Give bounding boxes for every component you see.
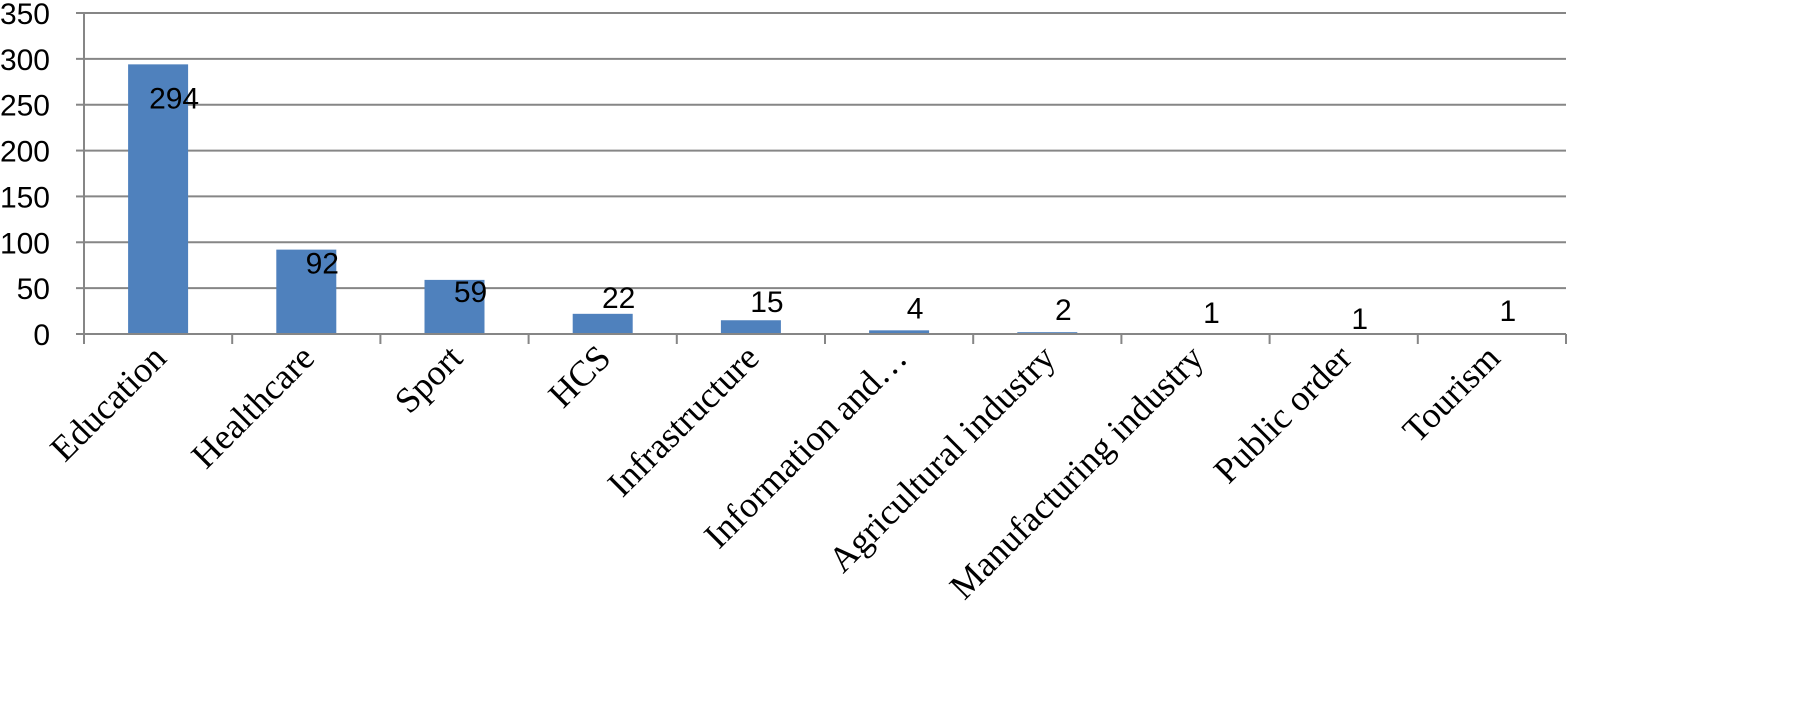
x-tick-label: Tourism [1395, 337, 1508, 450]
y-tick-label: 350 [0, 0, 50, 31]
bars [128, 64, 1522, 335]
y-tick-label: 200 [0, 136, 50, 169]
y-tick-label: 100 [0, 227, 50, 260]
y-tick-label: 150 [0, 181, 50, 214]
x-tick-label: Public order [1206, 337, 1359, 490]
data-label: 1 [1203, 297, 1220, 330]
bar-information-and [869, 330, 930, 334]
data-label: 22 [602, 282, 635, 315]
bar-hcs [572, 313, 633, 334]
bar-healthcare [276, 249, 337, 334]
x-tick-label: Education [42, 337, 173, 468]
y-tick-label: 300 [0, 44, 50, 77]
x-tick-label: Healthcare [183, 337, 322, 476]
axes [76, 12, 1567, 344]
y-tick-label: 0 [33, 319, 50, 352]
data-label: 1 [1500, 295, 1517, 328]
y-tick-label: 250 [0, 90, 50, 123]
x-tick-label: Manufacturing industry [942, 337, 1211, 606]
data-label: 294 [149, 82, 199, 115]
data-label: 1 [1351, 303, 1368, 336]
data-label: 92 [306, 248, 339, 281]
bar-education [128, 64, 189, 335]
x-tick-label: HCS [541, 337, 619, 415]
x-tick-label: Infrastructure [600, 337, 767, 504]
y-tick-labels: 0 50 100 150 200 250 300 350 [0, 0, 50, 352]
x-tick-label: Sport [387, 337, 470, 420]
gridlines [84, 12, 1566, 290]
data-label: 59 [454, 276, 487, 309]
x-tick-labels: Education Healthcare Sport HCSInfrastructur… [42, 337, 1507, 606]
data-label: 15 [750, 286, 783, 319]
data-label: 2 [1055, 294, 1072, 327]
data-label: 4 [907, 292, 924, 325]
data-labels: 294 92 59 22 15 4 2 1 1 1 [149, 82, 1516, 336]
bar-infrastructure [720, 320, 781, 334]
y-tick-label: 50 [17, 273, 50, 306]
bar-sport [424, 279, 485, 334]
